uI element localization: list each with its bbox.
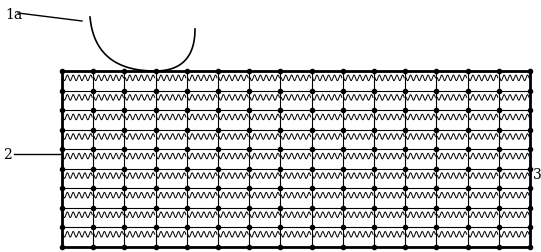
Bar <box>62 72 530 247</box>
Text: 3: 3 <box>533 167 541 181</box>
Text: 2: 2 <box>3 147 12 161</box>
Text: 1a: 1a <box>5 8 22 22</box>
